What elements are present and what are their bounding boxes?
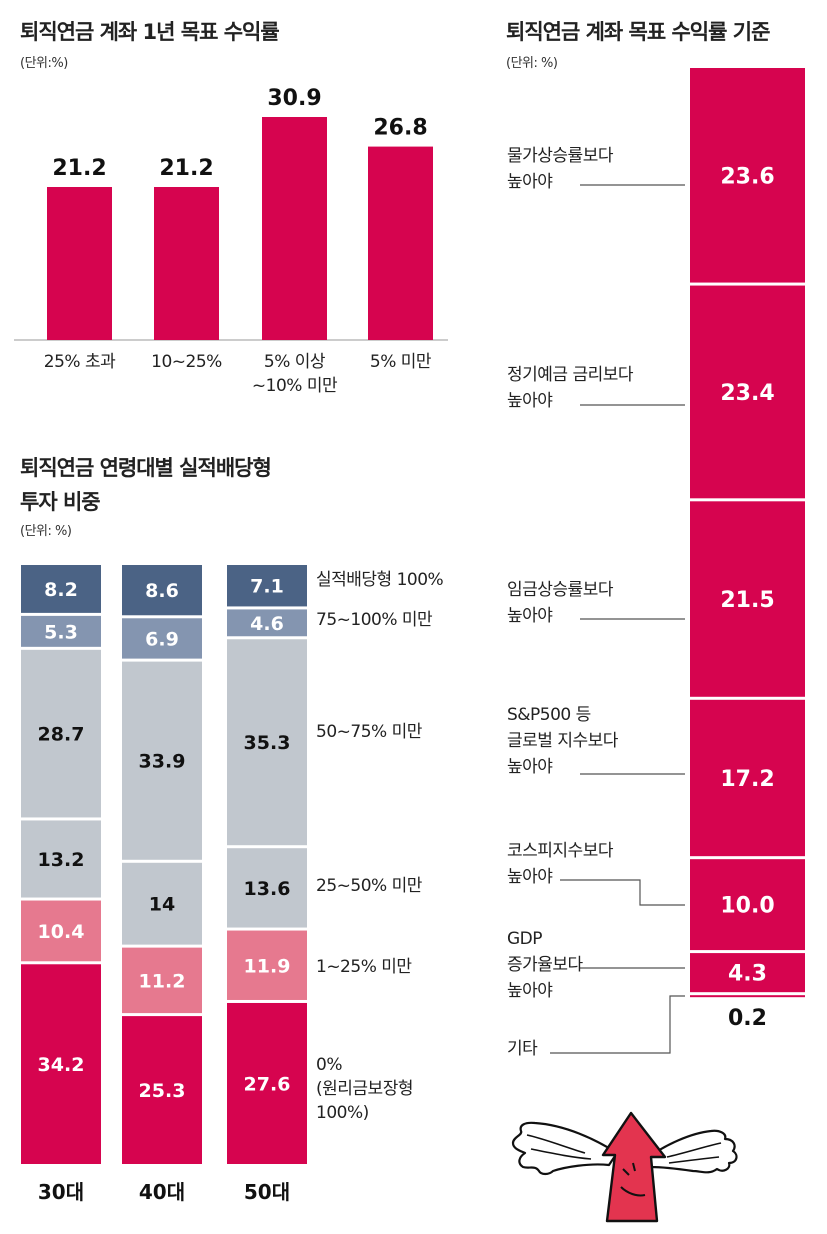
chart2-segment xyxy=(21,964,101,1164)
chart1-title: 퇴직연금 계좌 1년 목표 수익률 xyxy=(20,20,280,44)
chart3-category-label: 기타 xyxy=(507,1039,538,1059)
chart2-segment-label: 28.7 xyxy=(38,724,85,746)
chart2-legend-label: 0% (원리금보장형 100%) xyxy=(316,1055,413,1123)
chart3-segment xyxy=(690,285,805,499)
chart2-segment xyxy=(122,947,202,1014)
chart2-segment xyxy=(122,565,202,616)
chart2-segment xyxy=(21,615,101,647)
chart2-legend-label: 75~100% 미만 xyxy=(316,610,433,630)
chart3-category-label: 정기예금 금리보다 높아야 xyxy=(507,365,634,411)
chart2-segment xyxy=(227,565,307,607)
chart3-segment xyxy=(690,953,805,993)
chart2-segment xyxy=(21,649,101,818)
chart2-segment-label: 34.2 xyxy=(38,1054,85,1076)
chart2-segment-label: 6.9 xyxy=(145,628,179,650)
chart3-segment-label: 4.3 xyxy=(728,962,767,987)
chart2-segment xyxy=(21,820,101,898)
chart1-bar xyxy=(154,187,219,340)
chart2-segment xyxy=(122,1016,202,1164)
chart1-value-label: 30.9 xyxy=(267,86,321,111)
chart2-segment xyxy=(227,609,307,637)
chart2-segment-label: 11.9 xyxy=(244,955,291,977)
chart1-bar xyxy=(262,117,327,340)
chart2-segment-label: 8.6 xyxy=(145,580,179,602)
chart2-legend-label: 25~50% 미만 xyxy=(316,876,422,896)
chart1-category-label: 10~25% xyxy=(151,352,222,372)
chart1-value-label: 21.2 xyxy=(159,156,213,181)
chart3-leader-line xyxy=(560,879,685,906)
chart3-category-label: 물가상승률보다 높아야 xyxy=(507,146,613,192)
chart1-unit: (단위:%) xyxy=(20,56,68,71)
chart2-segment-label: 11.2 xyxy=(139,970,186,992)
chart2-unit: (단위: %) xyxy=(20,524,72,539)
chart3-category-label: GDP 증가율보다 높아야 xyxy=(507,929,583,1001)
chart3-segment xyxy=(690,699,805,857)
chart2-category-label: 30대 xyxy=(37,1180,85,1204)
chart2-segment-label: 14 xyxy=(149,894,175,916)
chart2-title: 퇴직연금 연령대별 실적배당형 투자 비중 xyxy=(20,456,272,514)
chart2-segment-label: 7.1 xyxy=(250,576,284,598)
chart2-segment-label: 8.2 xyxy=(44,579,78,601)
chart2-segment-label: 33.9 xyxy=(139,751,186,773)
chart3-segment xyxy=(690,68,805,283)
chart1-category-label: 5% 이상 ~10% 미만 xyxy=(251,352,338,396)
chart3-segment-label: 23.6 xyxy=(720,164,774,189)
winged-arrow-illustration xyxy=(511,1111,738,1223)
chart2-segment xyxy=(21,900,101,962)
chart3-category-label: S&P500 등 글로벌 지수보다 높아야 xyxy=(507,705,618,777)
chart2-segment xyxy=(227,639,307,846)
chart2-segment-label: 35.3 xyxy=(244,732,291,754)
chart2-segment-label: 5.3 xyxy=(44,621,78,643)
chart2-segment-label: 25.3 xyxy=(139,1080,186,1102)
chart3-unit: (단위: %) xyxy=(506,56,558,71)
chart2-segment xyxy=(227,848,307,928)
chart2-segment-label: 13.6 xyxy=(244,878,291,900)
chart2-segment xyxy=(21,565,101,613)
chart1-category-label: 5% 미만 xyxy=(369,352,432,372)
chart2-segment xyxy=(122,661,202,860)
chart2-plot: 34.2 10.4 13.2 28.7 5.3 8.2 25.3 11.2 14 33.9 6.9 8… xyxy=(21,565,307,1164)
chart2-segment-label: 4.6 xyxy=(250,613,284,635)
chart3-category-label: 임금상승률보다 높아야 xyxy=(507,580,613,626)
chart1-value-label: 26.8 xyxy=(373,116,427,141)
chart2-segment-label: 10.4 xyxy=(38,921,85,943)
chart2-legend-label: 50~75% 미만 xyxy=(316,722,422,742)
chart3-segment xyxy=(690,995,805,998)
chart3-category-label: 코스피지수보다 높아야 xyxy=(507,841,613,887)
chart2-category-label: 50대 xyxy=(243,1180,291,1204)
chart1-bar xyxy=(368,146,433,340)
chart2-segment xyxy=(227,930,307,1000)
chart1-value-label: 21.2 xyxy=(52,156,106,181)
chart2-legend-label: 1~25% 미만 xyxy=(316,957,412,977)
chart2-legend-label: 실적배당형 100% xyxy=(316,570,444,590)
chart2-category-label: 40대 xyxy=(138,1180,186,1204)
chart2-segment-label: 27.6 xyxy=(244,1073,291,1095)
chart3-segment xyxy=(690,501,805,697)
chart1-plot: 21.2 21.2 30.9 26.8 xyxy=(14,86,448,341)
chart3-segment-label: 0.2 xyxy=(728,1006,767,1031)
chart3-segment-label: 21.5 xyxy=(720,588,774,613)
chart3-segment-label: 23.4 xyxy=(720,381,774,406)
chart3-leader-line xyxy=(550,995,685,1054)
chart2-segment xyxy=(122,618,202,659)
chart3-title: 퇴직연금 계좌 목표 수익률 기준 xyxy=(506,20,770,44)
chart2-segment-label: 13.2 xyxy=(38,849,85,871)
chart3-segment-label: 17.2 xyxy=(720,767,774,792)
chart3-segment xyxy=(690,859,805,951)
chart3-plot: 23.6 23.4 21.5 17.2 10.0 4.3 0.2 xyxy=(550,68,805,1054)
chart1-bar xyxy=(47,187,112,340)
chart2-segment xyxy=(122,862,202,945)
chart1-category-label: 25% 초과 xyxy=(43,352,116,372)
chart3-segment-label: 10.0 xyxy=(720,894,774,919)
chart2-segment xyxy=(227,1002,307,1164)
